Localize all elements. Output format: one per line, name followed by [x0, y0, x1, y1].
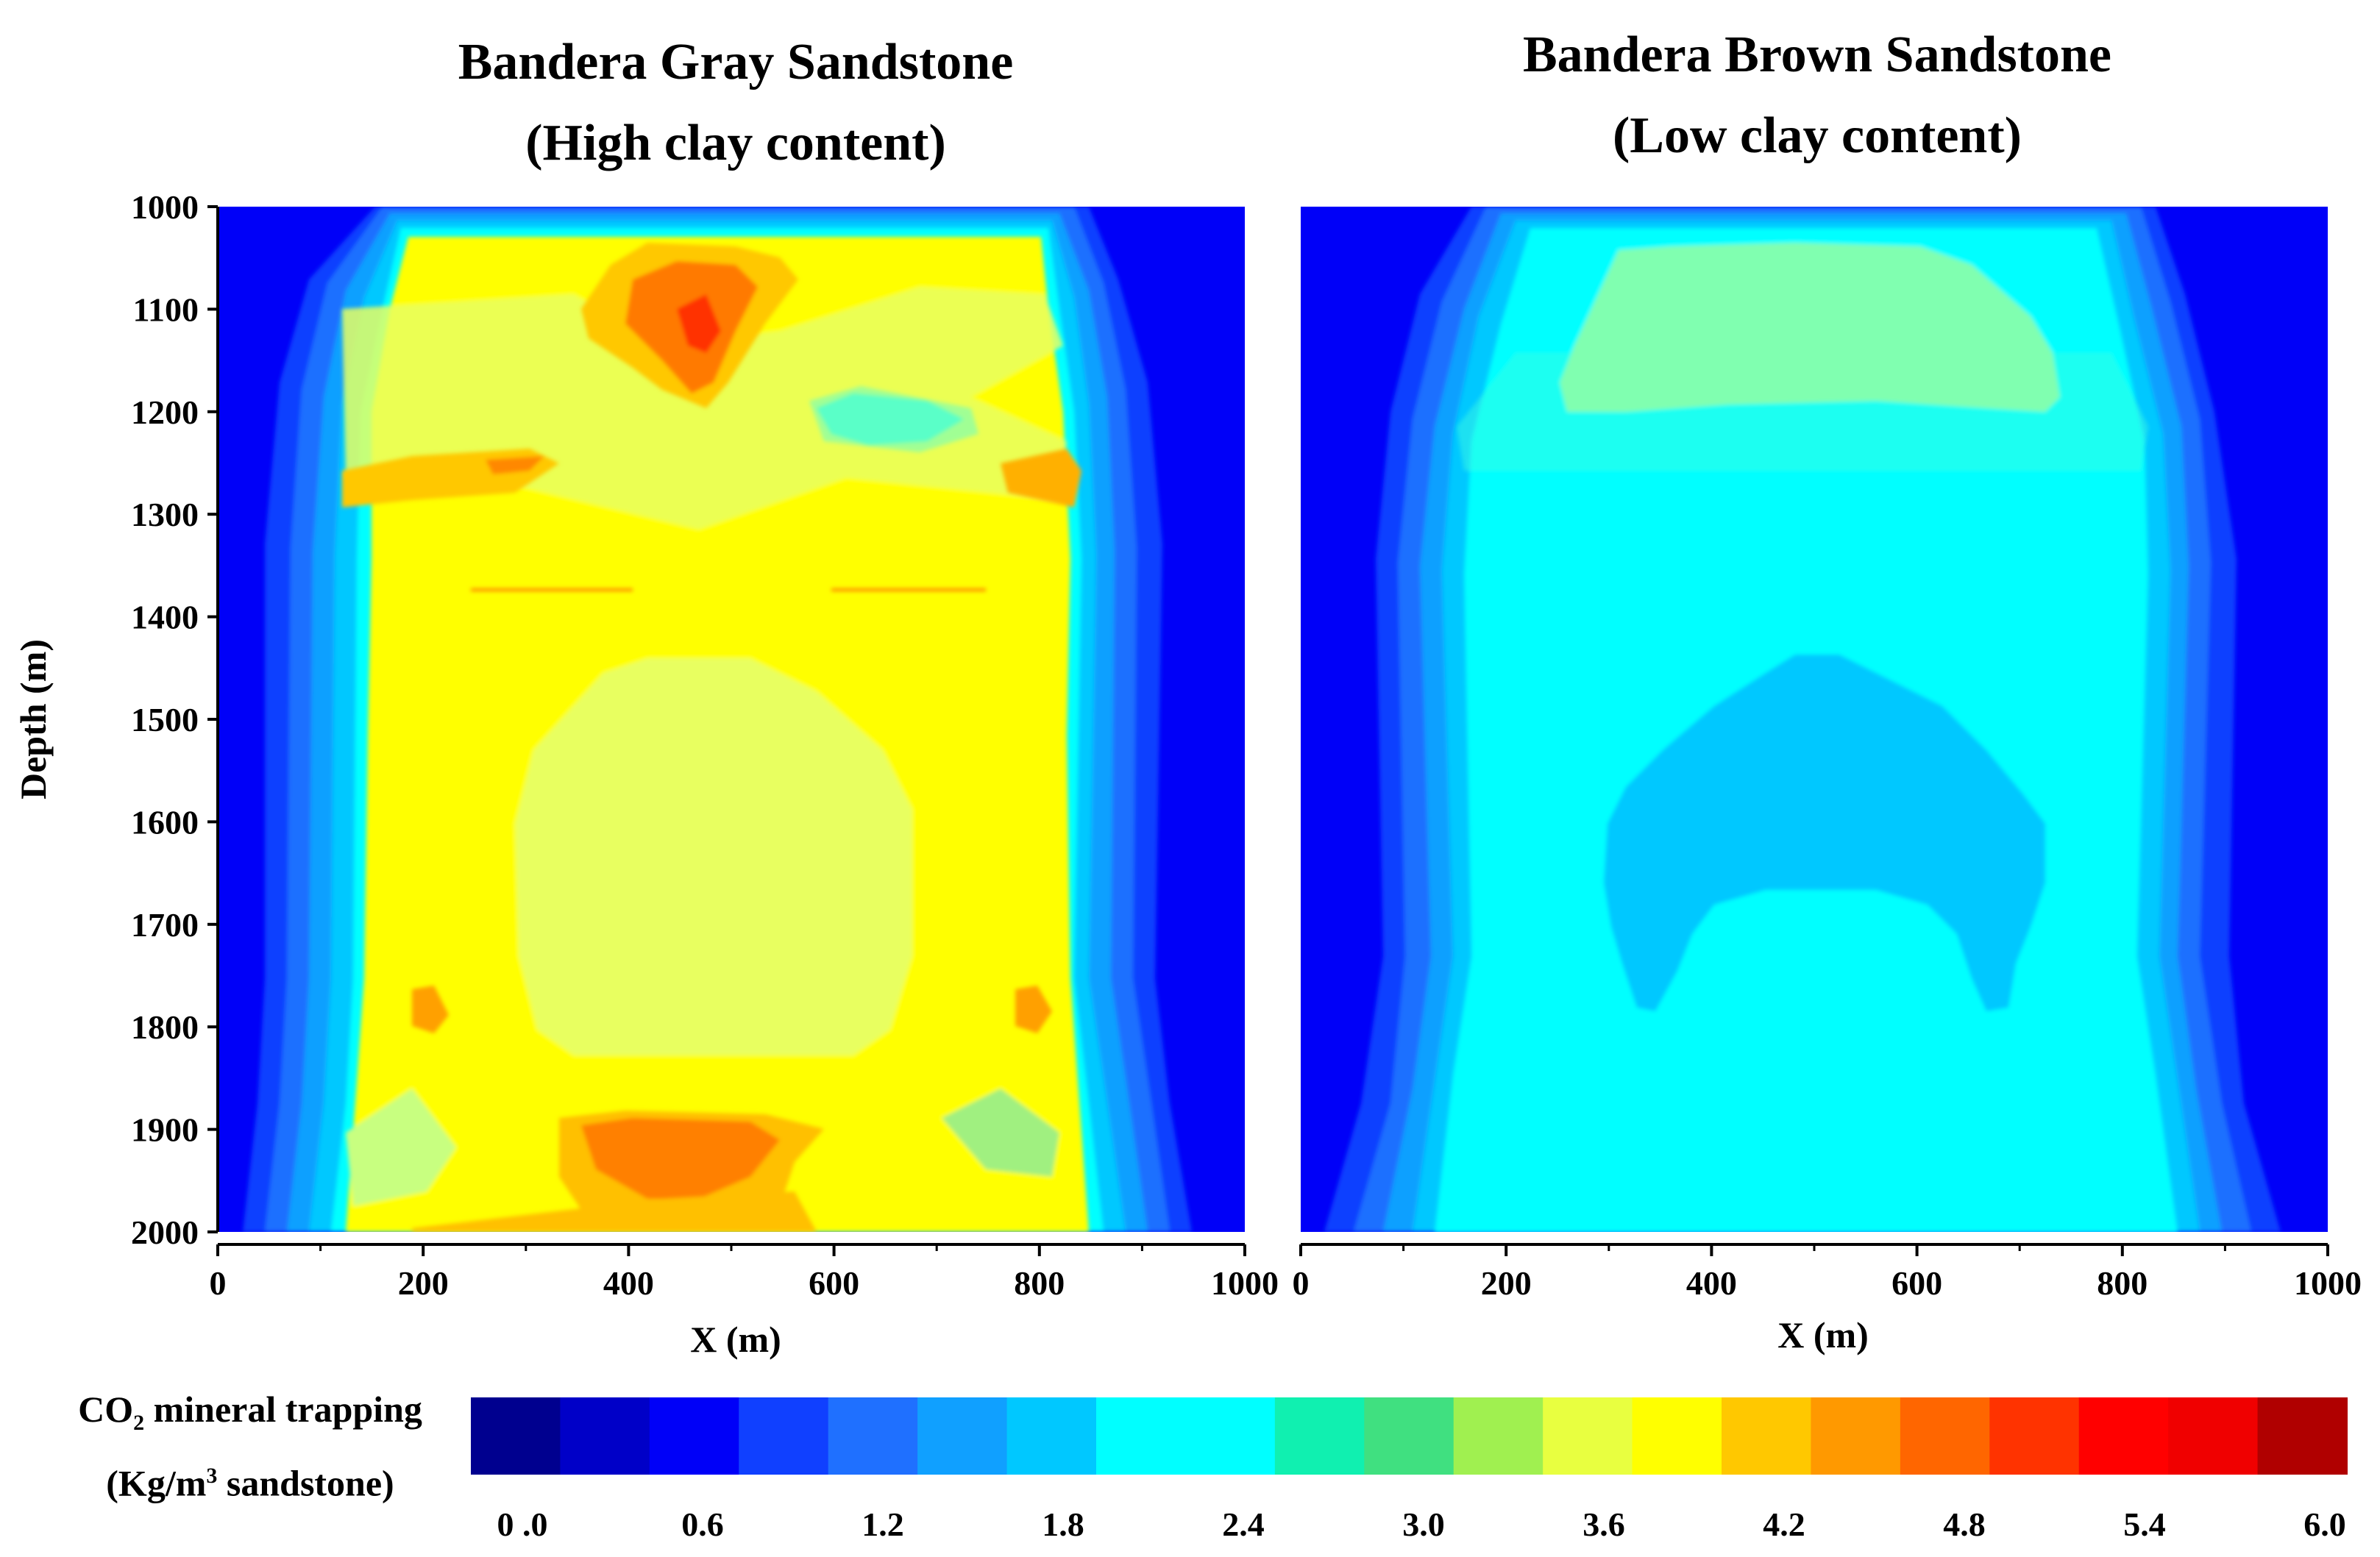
- colorbar-swatch: [560, 1397, 650, 1475]
- left-x-tick-label: 800: [1014, 1264, 1065, 1302]
- left-small-orange-right: [1015, 986, 1052, 1033]
- left-mid-right-lens: [1001, 449, 1081, 507]
- colorbar-swatch: [471, 1397, 561, 1475]
- left-mid-left-lens-core: [486, 456, 544, 474]
- left-y-tick-label: 1500: [131, 701, 199, 738]
- left-heatmap: [218, 207, 1245, 1232]
- left-x-tick-label: 0: [210, 1264, 227, 1302]
- left-y-tick-label: 2000: [131, 1214, 199, 1251]
- colorbar-swatch: [1096, 1397, 1187, 1475]
- colorbar-swatch: [1632, 1397, 1722, 1475]
- colorbar-tick-label: 3.0: [1402, 1506, 1445, 1543]
- colorbar-swatch: [828, 1397, 919, 1475]
- left-small-orange-left: [412, 986, 449, 1033]
- colorbar-swatch: [1722, 1397, 1812, 1475]
- colorbar-swatch: [1274, 1397, 1365, 1475]
- colorbar-ticks: 0 .0 0.6 1.2 1.8 2.4 3.0 3.6 4.2 4.8 5.4 6.0: [497, 1506, 2346, 1543]
- colorbar-tick-label: 2.4: [1222, 1506, 1265, 1543]
- left-x-tick-label: 200: [398, 1264, 449, 1302]
- colorbar-tick-label: 4.8: [1943, 1506, 1986, 1543]
- colorbar-label-line1: CO2 mineral trapping: [78, 1389, 422, 1435]
- right-x-tick-label: 200: [1481, 1264, 1532, 1302]
- left-core-paleyellow: [515, 658, 912, 1055]
- right-axes: 0 200 400 600 800 1000 X (m): [1293, 1243, 2362, 1355]
- colorbar-tick-label: 5.4: [2123, 1506, 2166, 1543]
- left-x-tick-label: 600: [809, 1264, 859, 1302]
- colorbar-label: CO2 mineral trapping (Kg/m3 sandstone): [37, 1383, 463, 1510]
- right-x-tick-label: 800: [2097, 1264, 2148, 1302]
- left-thin-line-left: [471, 588, 633, 591]
- left-y-tick-label: 1100: [133, 291, 199, 328]
- colorbar-tick-label: 6.0: [2303, 1506, 2346, 1543]
- left-y-tick-label: 1800: [131, 1008, 199, 1046]
- colorbar-swatch: [1543, 1397, 1633, 1475]
- right-x-tick-label: 600: [1891, 1264, 1942, 1302]
- colorbar-swatch: [2168, 1397, 2259, 1475]
- left-x-tick-label: 1000: [1211, 1264, 1279, 1302]
- colorbar-swatch: [1006, 1397, 1097, 1475]
- colorbar-swatch: [2078, 1397, 2170, 1475]
- right-title-line2: (Low clay content): [1612, 107, 2022, 164]
- right-upper-green-lens: [1560, 243, 2060, 412]
- right-x-axis-title: X (m): [1777, 1314, 1869, 1355]
- colorbar-tick-label: 0.6: [681, 1506, 724, 1543]
- left-x-axis-title: X (m): [690, 1319, 781, 1360]
- left-y-tick-label: 1700: [131, 906, 199, 944]
- left-y-tick-label: 1200: [131, 393, 199, 431]
- left-thin-line-right: [831, 588, 986, 591]
- left-y-tick-label: 1600: [131, 803, 199, 841]
- left-chart-title: Bandera Gray Sandstone (High clay conten…: [221, 22, 1251, 184]
- colorbar-tick-label: 1.8: [1042, 1506, 1084, 1543]
- colorbar-swatch: [1364, 1397, 1454, 1475]
- colorbar-swatch: [1811, 1397, 1901, 1475]
- left-x-ticks: 0 200 400 600 800 1000: [210, 1244, 1279, 1302]
- left-y-tick-label: 1300: [131, 496, 199, 533]
- left-title-line2: (High clay content): [525, 115, 946, 171]
- colorbar-swatch: [1900, 1397, 1991, 1475]
- colorbar-tick-label: 4.2: [1763, 1506, 1805, 1543]
- colorbar-swatch: [1185, 1397, 1276, 1475]
- colorbar-swatch: [649, 1397, 740, 1475]
- right-x-tick-label: 0: [1293, 1264, 1310, 1302]
- colorbar-swatch: [2257, 1397, 2348, 1475]
- left-title-line1: Bandera Gray Sandstone: [458, 34, 1014, 90]
- right-title-line1: Bandera Brown Sandstone: [1522, 26, 2111, 83]
- colorbar-swatch: [1989, 1397, 2080, 1475]
- right-x-tick-label: 1000: [2294, 1264, 2362, 1302]
- left-y-axis-title: Depth (m): [13, 639, 54, 799]
- left-y-tick-label: 1400: [131, 599, 199, 636]
- colorbar-swatch: [1453, 1397, 1544, 1475]
- left-x-tick-label: 400: [603, 1264, 654, 1302]
- left-axes: 1000 1100 1200 1300 1400 1500 1600 1700 1800 1900…: [13, 188, 1279, 1360]
- colorbar-label-line2: (Kg/m3 sandstone): [106, 1462, 394, 1504]
- left-y-ticks: 1000 1100 1200 1300 1400 1500 1600 1700 1800 1900…: [131, 188, 218, 1251]
- left-y-tick-label: 1000: [131, 188, 199, 226]
- right-x-ticks: 0 200 400 600 800 1000: [1293, 1244, 2362, 1302]
- left-top-hotspot: [677, 294, 721, 353]
- colorbar-tick-label: 1.2: [862, 1506, 904, 1543]
- right-heatmap: [1301, 207, 2328, 1232]
- colorbar-tick-label: 3.6: [1582, 1506, 1625, 1543]
- colorbar-swatch: [917, 1397, 1008, 1475]
- right-x-tick-label: 400: [1686, 1264, 1737, 1302]
- left-lower-left-pale: [346, 1089, 456, 1206]
- left-lower-right-pale: [942, 1089, 1059, 1177]
- left-y-tick-label: 1900: [131, 1111, 199, 1149]
- colorbar: [471, 1397, 2348, 1475]
- left-bottom-red-lens: [581, 1118, 780, 1199]
- colorbar-tick-label: 0 .0: [497, 1506, 548, 1543]
- right-chart-title: Bandera Brown Sandstone (Low clay conten…: [1302, 15, 2332, 177]
- left-bottom-base-orange: [412, 1191, 817, 1232]
- left-cyan-lens-rim: [809, 386, 978, 452]
- right-arch-blue: [1604, 655, 2045, 1011]
- colorbar-swatch: [739, 1397, 829, 1475]
